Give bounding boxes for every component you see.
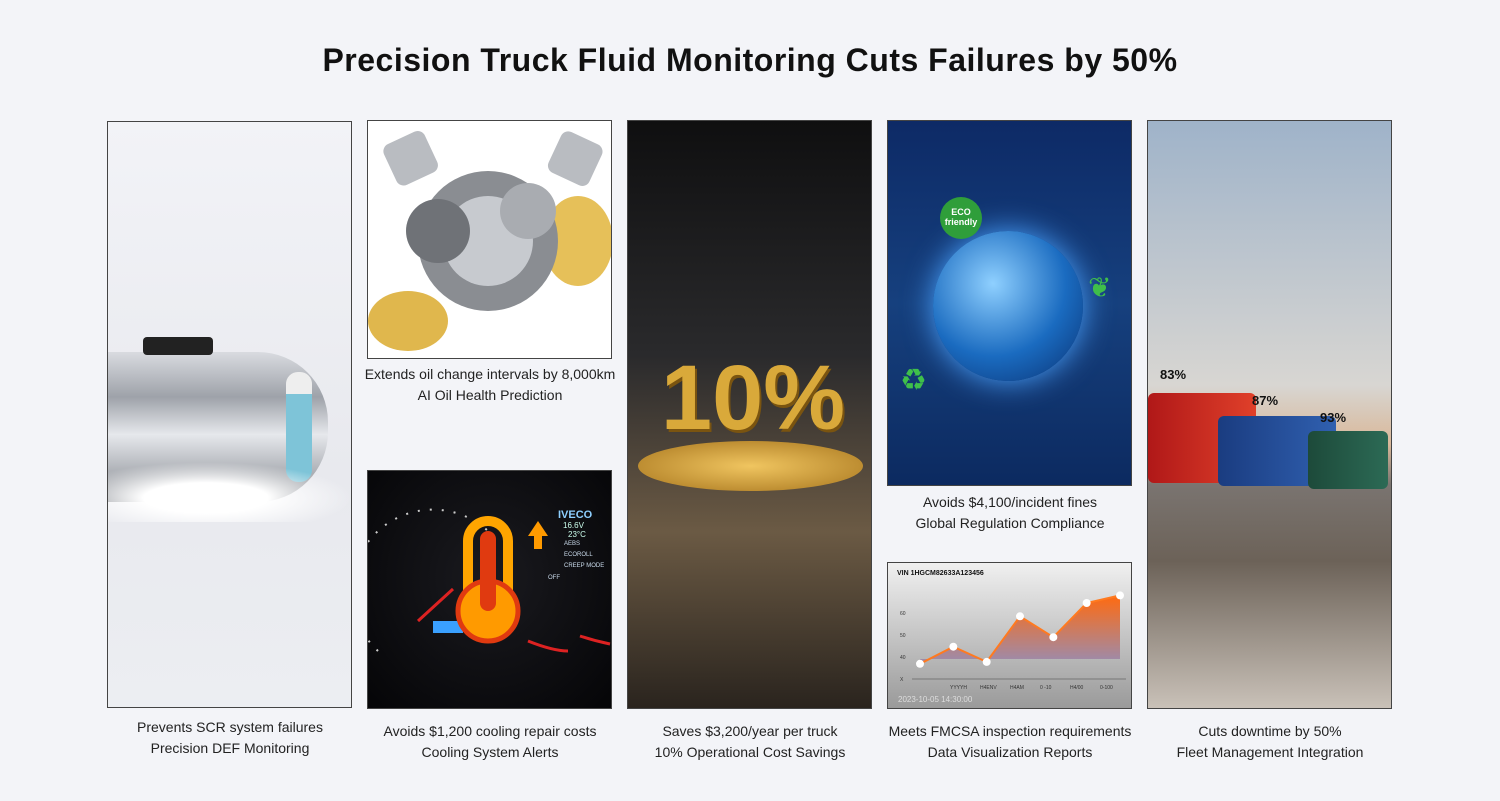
def-tank-image — [107, 121, 352, 708]
water-splash — [108, 462, 351, 522]
engine-oil-image — [367, 120, 612, 359]
chart-point — [1116, 591, 1124, 600]
caption-line2: AI Oil Health Prediction — [417, 387, 563, 403]
chart-point — [982, 657, 991, 666]
dashboard-voltage: 16.6V — [563, 521, 584, 530]
x-tick-label: YYYYH — [950, 685, 967, 691]
fleet-percent-1: 83% — [1160, 367, 1187, 382]
caption-compliance: Avoids $4,100/incident fines Global Regu… — [880, 492, 1140, 534]
caption-line1: Prevents SCR system failures — [137, 719, 323, 735]
report-timestamp: 2023-10-05 14:30:00 — [898, 695, 973, 704]
chart-area — [920, 595, 1120, 664]
caption-line2: Global Regulation Compliance — [915, 515, 1105, 531]
coins-image: 10% — [627, 120, 872, 709]
caption-fleet: Cuts downtime by 50% Fleet Management In… — [1140, 721, 1400, 763]
caption-line1: Extends oil change intervals by 8,000km — [364, 366, 616, 382]
tank-cap — [143, 337, 213, 355]
dashboard-image: IVECO 16.6V 23°C AEBS ECOROLL CREEP MODE… — [367, 470, 612, 709]
caption-cooling: Avoids $1,200 cooling repair costs Cooli… — [360, 721, 620, 763]
caption-line1: Saves $3,200/year per truck — [662, 723, 838, 739]
fleet-trucks-image: 83% 87% 93% — [1147, 120, 1392, 709]
caption-line2: Precision DEF Monitoring — [150, 740, 310, 756]
mode-aebs: AEBS — [564, 541, 581, 547]
mode-ecoroll: ECOROLL — [564, 552, 593, 558]
eco-globe-image: ECO friendly ❦ ♻ — [887, 120, 1132, 486]
caption-savings: Saves $3,200/year per truck 10% Operatio… — [620, 721, 880, 763]
caption-line2: 10% Operational Cost Savings — [654, 744, 846, 760]
caption-line1: Meets FMCSA inspection requirements — [888, 723, 1132, 739]
leaf-icon: ❦ — [1088, 272, 1112, 303]
x-tick-label: 0-100 — [1100, 685, 1113, 691]
coin-pile — [638, 441, 863, 491]
y-tick-label: 60 — [900, 611, 906, 617]
ten-percent-coins-label: 10% — [660, 347, 846, 449]
mode-creep: CREEP MODE — [564, 563, 605, 569]
globe — [933, 231, 1083, 381]
caption-line1: Avoids $4,100/incident fines — [922, 494, 1098, 510]
y-tick-label: 50 — [900, 633, 906, 639]
recycle-icon: ♻ — [900, 364, 927, 397]
caption-reports: Meets FMCSA inspection requirements Data… — [880, 721, 1140, 763]
chart-point — [916, 659, 924, 668]
dashboard-modes: AEBS ECOROLL CREEP MODE — [564, 539, 604, 572]
caption-oil: Extends oil change intervals by 8,000km … — [360, 364, 620, 406]
caption-line2: Fleet Management Integration — [1176, 744, 1364, 760]
chart-point — [949, 642, 958, 651]
caption-line1: Cuts downtime by 50% — [1198, 723, 1342, 739]
x-tick-label: H4ENV — [980, 685, 997, 691]
report-vin: VIN 1HGCM82633A123456 — [897, 570, 984, 577]
truck-green — [1308, 431, 1388, 489]
eco-friendly-badge: ECO friendly — [940, 197, 982, 239]
x-tick-label: H4AM — [1010, 685, 1024, 691]
chart-point — [1082, 599, 1091, 607]
dashboard-cluster — [368, 508, 611, 653]
page-title: Precision Truck Fluid Monitoring Cuts Fa… — [322, 42, 1178, 78]
chart-point — [1049, 633, 1058, 642]
x-tick-label: H4/00 — [1070, 685, 1084, 691]
x-tick-label: 0 -10 — [1040, 685, 1052, 691]
fleet-percent-2: 87% — [1252, 393, 1279, 408]
y-tick-label: X — [900, 677, 904, 683]
chart-point — [1016, 612, 1024, 621]
report-chart-image: VIN 1HGCM82633A123456 X 40 50 60 YYYYH H4ENV H… — [887, 562, 1132, 709]
y-tick-label: 40 — [900, 655, 906, 661]
caption-def: Prevents SCR system failures Precision D… — [100, 717, 360, 759]
report-chart: X 40 50 60 YYYYH H4ENV H4AM 0 -10 H4/00 0-100 — [900, 591, 1126, 691]
engine-gears-illustration — [368, 130, 611, 351]
dashboard-temp: 23°C — [568, 530, 586, 539]
caption-line1: Avoids $1,200 cooling repair costs — [383, 723, 597, 739]
dashboard-off: OFF — [548, 575, 560, 581]
dashboard-brand: IVECO — [558, 509, 593, 521]
fleet-percent-3: 93% — [1320, 410, 1347, 425]
caption-line2: Data Visualization Reports — [927, 744, 1093, 760]
caption-line2: Cooling System Alerts — [421, 744, 559, 760]
